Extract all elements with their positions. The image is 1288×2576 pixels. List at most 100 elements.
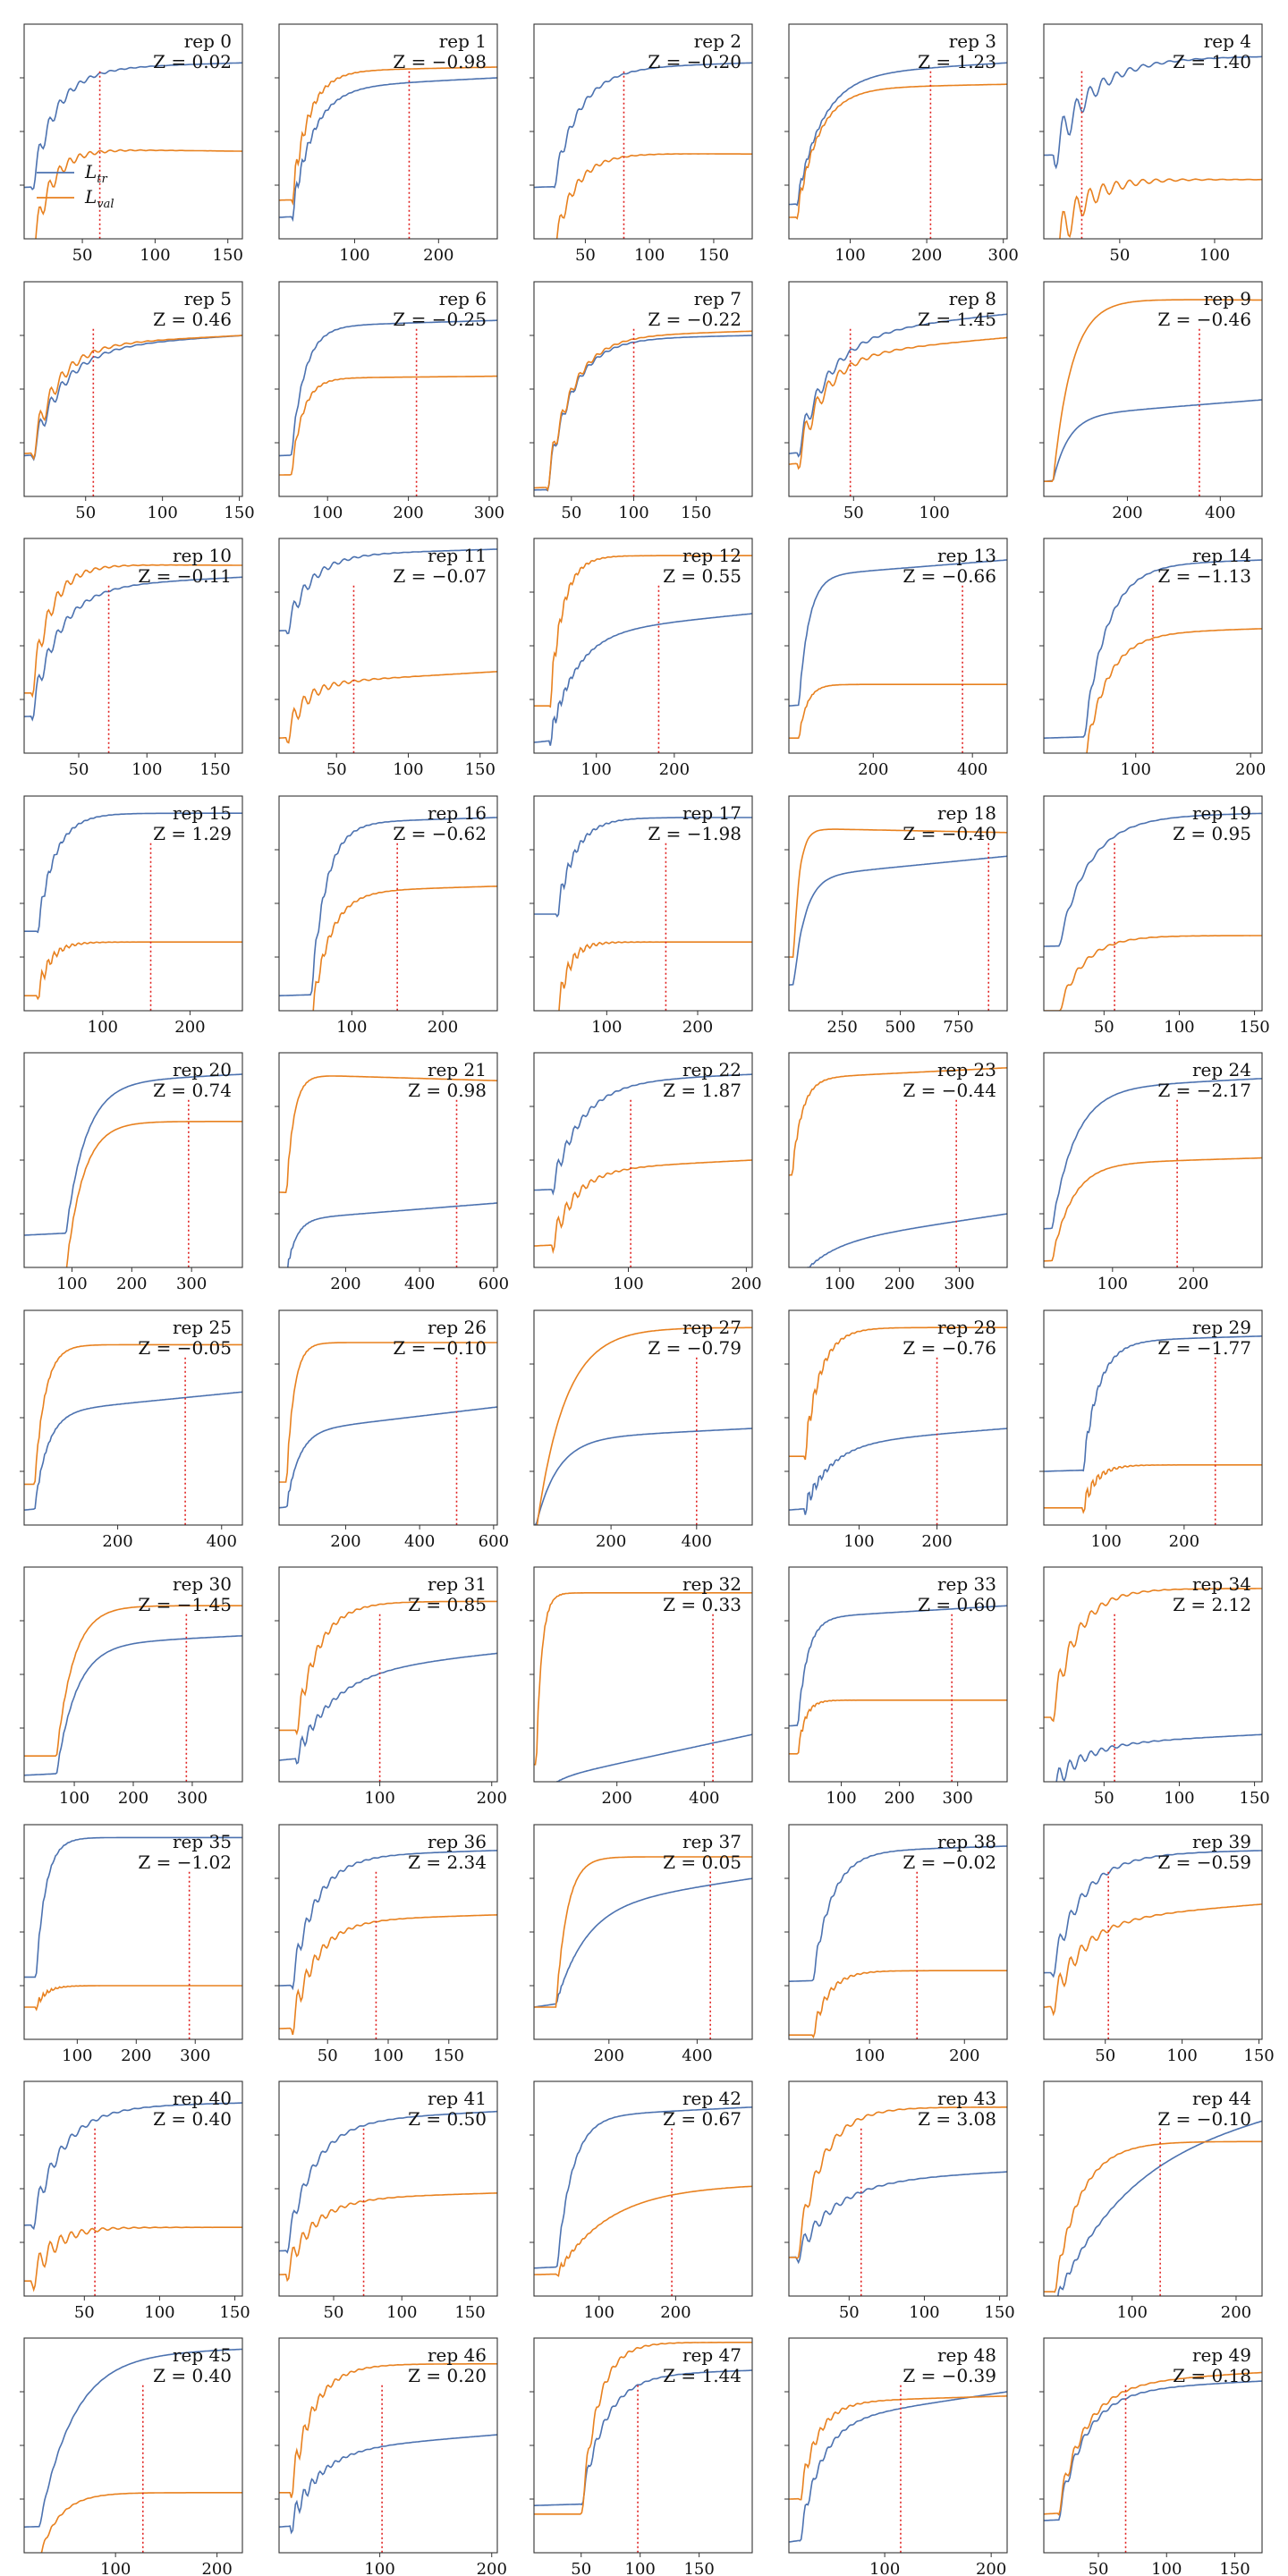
x-tick-label: 100	[869, 2560, 900, 2576]
train-loss-line	[24, 1391, 242, 1511]
x-tick-label: 100	[835, 246, 865, 265]
x-tick-label: 100	[581, 760, 612, 779]
curves-group	[279, 548, 497, 744]
curves-group	[1044, 1850, 1262, 2017]
rep-label: rep 30	[173, 1573, 232, 1595]
rep-label: rep 5	[184, 288, 232, 309]
x-tick-label: 100	[312, 504, 343, 522]
panel-8: 50 100 rep 8Z = 1.45	[784, 281, 1008, 522]
panel-4: 50 100 rep 4Z = 1.40	[1039, 23, 1263, 265]
train-loss-line	[1044, 55, 1262, 170]
panel-19: 50 100 150 rep 19Z = 0.95	[1039, 795, 1270, 1037]
panel-16: 100 200 rep 16Z = −0.62	[275, 795, 498, 1037]
x-tick-label: 150	[219, 2303, 250, 2322]
train-loss-line	[24, 1073, 242, 1236]
z-score-label: Z = −0.39	[902, 2365, 996, 2386]
rep-label: rep 45	[173, 2344, 232, 2366]
x-tick-label: 150	[984, 2303, 1014, 2322]
curves-group	[24, 2348, 242, 2553]
train-loss-line	[1044, 559, 1262, 739]
panel-35: 100 200 300 rep 35Z = −1.02	[20, 1824, 243, 2065]
rep-label: rep 47	[682, 2344, 741, 2366]
x-tick-label: 200	[949, 2046, 979, 2065]
x-tick-label: 100	[1117, 2303, 1148, 2322]
curves-group	[279, 1850, 497, 2036]
rep-label: rep 42	[682, 2088, 741, 2109]
x-tick-label: 300	[180, 2046, 210, 2065]
x-tick-label: 100	[591, 1018, 622, 1037]
z-score-label: Z = −0.66	[902, 565, 996, 587]
x-tick-label: 50	[575, 246, 596, 265]
panel-5: 50 100 150 rep 5Z = 0.46	[20, 281, 255, 522]
panel-31: 100 200 rep 31Z = 0.85	[275, 1566, 507, 1808]
curves-group	[279, 2363, 497, 2535]
val-loss-line	[1086, 628, 1262, 753]
val-loss-line	[1044, 2371, 1262, 2516]
curves-group	[1044, 812, 1262, 1011]
rep-label: rep 28	[937, 1317, 996, 1338]
x-tick-label: 100	[826, 1789, 856, 1808]
x-tick-label: 100	[618, 504, 648, 522]
x-tick-label: 150	[465, 760, 496, 779]
z-score-label: Z = −0.76	[902, 1337, 996, 1359]
x-tick-label: 200	[102, 1532, 132, 1551]
val-loss-line	[279, 1342, 497, 1483]
val-loss-line	[1059, 178, 1262, 239]
panel-28: 100 200 rep 28Z = −0.76	[784, 1309, 1008, 1551]
x-tick-label: 200	[660, 2303, 691, 2322]
z-score-label: Z = −2.17	[1157, 1080, 1251, 1101]
curves-group	[279, 1075, 497, 1267]
z-score-label: Z = −0.40	[902, 823, 996, 844]
rep-label: rep 7	[694, 288, 741, 309]
x-tick-label: 100	[825, 1275, 855, 1293]
x-tick-label: 300	[988, 246, 1019, 265]
rep-label: rep 21	[428, 1059, 487, 1080]
panel-13: 200 400 rep 13Z = −0.66	[784, 538, 1008, 779]
train-loss-line	[24, 1635, 242, 1776]
val-loss-line	[789, 2106, 1007, 2259]
train-loss-line	[555, 1733, 752, 1782]
train-loss-line	[789, 2391, 1007, 2543]
val-loss-line	[1044, 1463, 1262, 1514]
rep-label: rep 26	[428, 1317, 487, 1338]
x-tick-label: 100	[919, 504, 949, 522]
panel-2: 50 100 150 rep 2Z = −0.20	[530, 23, 753, 265]
val-loss-line	[558, 941, 752, 1011]
panel-23: 100 200 300 rep 23Z = −0.44	[784, 1052, 1008, 1293]
curves-group	[1044, 2120, 1262, 2296]
x-tick-label: 50	[324, 2303, 344, 2322]
x-tick-label: 50	[1109, 246, 1130, 265]
rep-label: rep 46	[428, 2344, 487, 2366]
x-tick-label: 50	[1089, 2560, 1109, 2576]
x-tick-label: 200	[121, 2046, 151, 2065]
train-loss-line	[534, 613, 752, 746]
z-score-label: Z = −0.79	[648, 1337, 741, 1359]
train-loss-line	[1044, 1850, 1262, 1979]
rep-label: rep 34	[1192, 1573, 1251, 1595]
legend-val-label: Lval	[84, 186, 114, 211]
train-loss-line	[789, 62, 1007, 207]
x-tick-label: 100	[393, 760, 423, 779]
val-loss-line	[534, 330, 752, 492]
rep-label: rep 25	[173, 1317, 232, 1338]
z-score-label: Z = 1.23	[918, 51, 996, 72]
x-tick-label: 150	[699, 246, 729, 265]
z-score-label: Z = 1.45	[918, 309, 996, 330]
curves-group	[534, 2341, 752, 2515]
panel-11: 50 100 150 rep 11Z = −0.07	[275, 538, 498, 779]
panel-46: 100 200 rep 46Z = 0.20	[275, 2337, 507, 2576]
panel-6: 100 200 300 rep 6Z = −0.25	[275, 281, 504, 522]
z-score-label: Z = 0.05	[663, 1852, 741, 1873]
panel-38: 100 200 rep 38Z = −0.02	[784, 1824, 1008, 2065]
val-loss-line	[1044, 1157, 1262, 1262]
rep-label: rep 12	[682, 545, 741, 566]
x-tick-label: 150	[1243, 2046, 1274, 2065]
x-tick-label: 500	[885, 1018, 915, 1037]
curves-group	[1044, 1335, 1262, 1514]
val-loss-line	[789, 83, 1007, 220]
x-tick-label: 150	[454, 2303, 485, 2322]
val-loss-line	[279, 66, 497, 207]
panel-43: 50 100 150 rep 43Z = 3.08	[784, 2080, 1015, 2322]
z-score-label: Z = −1.45	[138, 1594, 232, 1615]
